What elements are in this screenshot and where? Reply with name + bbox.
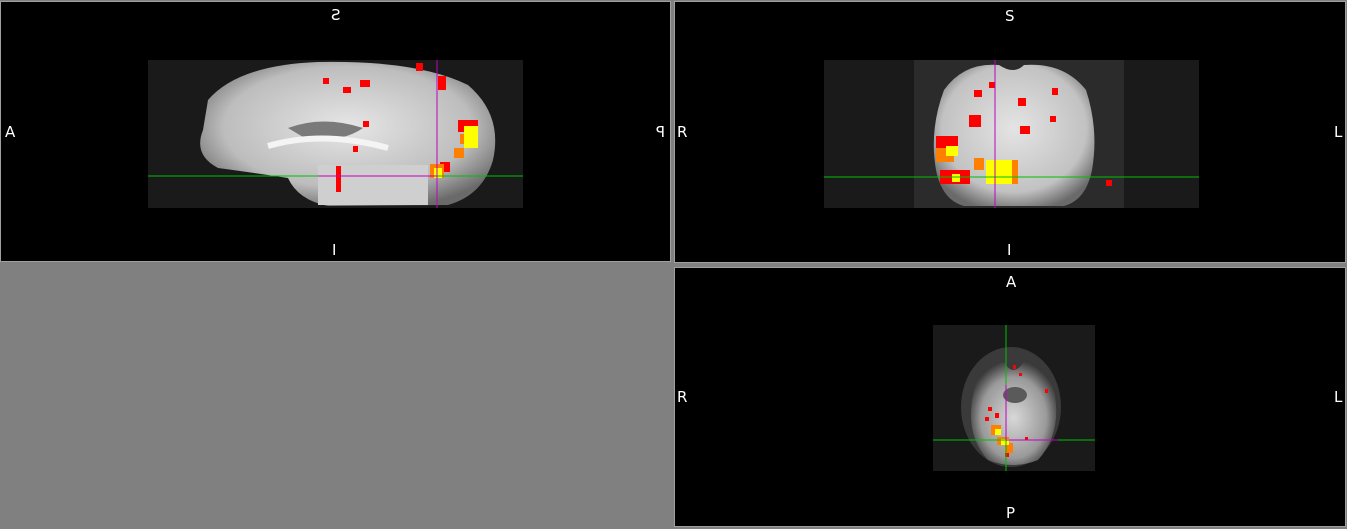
orientation-label-left: L [1334,123,1343,141]
axial-viewport[interactable]: A P R L [674,267,1346,527]
orientation-label-anterior: A [5,123,16,141]
orientation-label-posterior: P [1006,504,1016,522]
empty-panel [0,264,672,529]
coronal-viewport[interactable]: S I R L [674,1,1346,263]
orientation-label-inferior: I [332,241,337,259]
orientation-label-posterior: P [656,123,666,141]
orientation-label-superior: S [1005,7,1015,25]
orientation-label-inferior: I [1007,241,1012,259]
coronal-brain-slice [824,60,1199,208]
sagittal-brain-slice [148,60,523,208]
sagittal-viewport[interactable]: S I A P [0,1,671,262]
orientation-label-superior: S [331,6,341,24]
orientation-label-right: R [677,123,688,141]
orientation-label-left: L [1334,388,1343,406]
orientation-label-anterior: A [1006,273,1017,291]
orientation-label-right: R [677,388,688,406]
axial-brain-slice [933,325,1095,471]
